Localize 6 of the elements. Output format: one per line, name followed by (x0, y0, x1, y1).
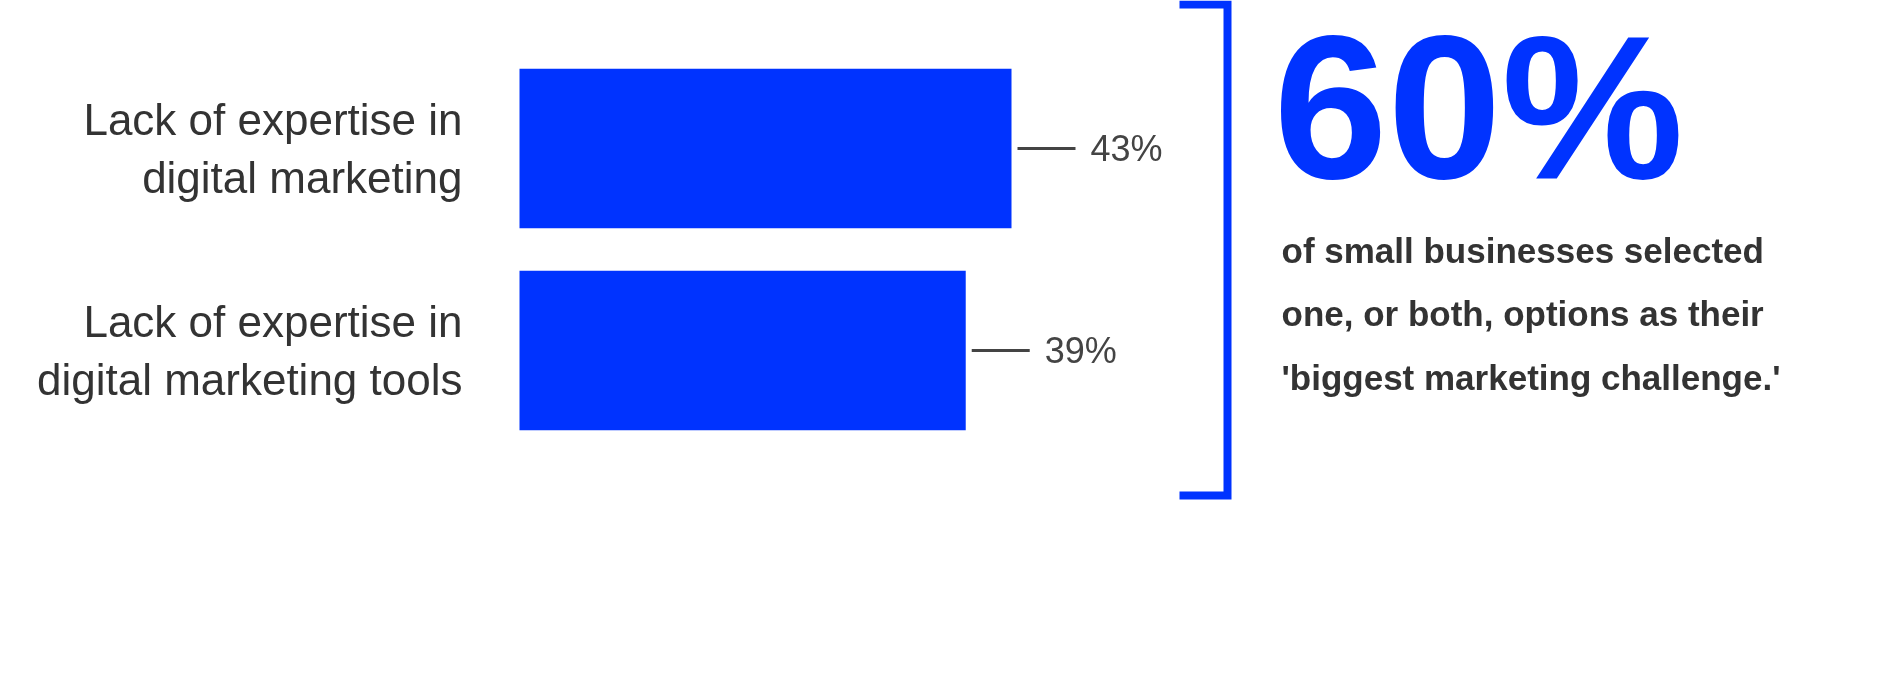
text: 60% (1273, 0, 1684, 222)
text: of small businesses selected one, or both, options as their 'biggest marketing challenge.' (1281, 230, 1781, 397)
data-label: 43% (1090, 128, 1163, 169)
y-tick-label: Lack of expertise in digital marketing tools (36, 296, 463, 405)
data-label: 39% (1044, 330, 1117, 371)
y-tick-label: Lack of expertise in digital marketing (83, 94, 463, 203)
